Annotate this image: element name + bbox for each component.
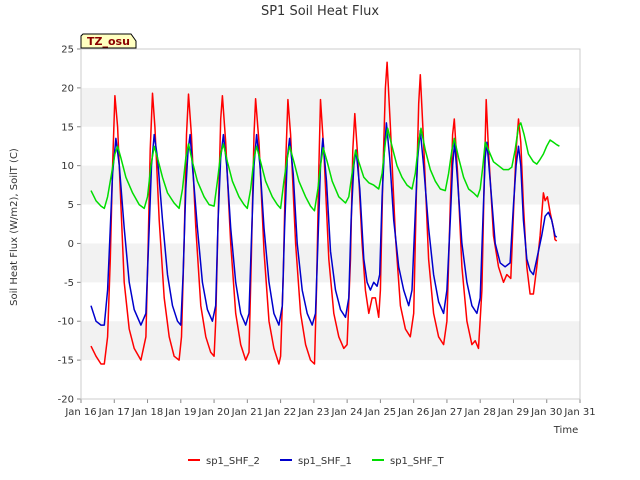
x-tick-label: Jan 20	[197, 407, 229, 418]
y-tick-label: 10	[61, 161, 74, 172]
x-tick-label: Jan 29	[497, 407, 529, 418]
y-tick-label: -5	[64, 278, 74, 289]
x-tick-label: Jan 22	[264, 407, 296, 418]
series-lines	[90, 61, 560, 365]
chart-title: SP1 Soil Heat Flux	[261, 4, 379, 19]
y-tick-label: 25	[61, 45, 74, 56]
x-tick-label: Jan 24	[330, 407, 362, 418]
y-tick-label: -15	[58, 356, 74, 367]
x-tick-label: Jan 28	[464, 407, 496, 418]
x-tick-label: Jan 23	[297, 407, 329, 418]
y-tick-label: 15	[61, 122, 74, 133]
x-tick-label: Jan 16	[64, 407, 96, 418]
series-line-sp1-SHF-T	[90, 122, 560, 212]
x-tick-label: Jan 17	[98, 407, 130, 418]
x-tick-label: Jan 18	[131, 407, 163, 418]
x-tick-label: Jan 21	[231, 407, 263, 418]
y-tick-label: -20	[58, 395, 74, 406]
grid-band	[81, 87, 580, 127]
x-axis-label: Time	[553, 425, 578, 436]
x-tick-label: Jan 26	[397, 407, 429, 418]
grid-band	[81, 165, 580, 205]
y-tick-label: -10	[58, 317, 74, 328]
x-tick-label: Jan 30	[530, 407, 562, 418]
y-tick-label: 5	[68, 200, 74, 211]
legend-label-sp1-SHF-2: sp1_SHF_2	[206, 456, 260, 467]
y-tick-label: 0	[68, 239, 74, 250]
x-tick-label: Jan 27	[430, 407, 462, 418]
x-tick-label: Jan 19	[164, 407, 196, 418]
tz-badge: TZ_osu	[80, 33, 137, 49]
y-axis-label: Soil Heat Flux (W/m2), SoilT (C)	[9, 148, 20, 306]
grid-band	[81, 321, 580, 361]
y-tick-label: 20	[61, 83, 74, 94]
legend-label-sp1-SHF-1: sp1_SHF_1	[298, 456, 352, 467]
tz-badge-label: TZ_osu	[87, 35, 130, 48]
plot-border	[80, 48, 581, 400]
x-axis-ticks: Jan 16 Jan 17 Jan 18 Jan 19 Jan 20 Jan 21 Jan …	[64, 399, 596, 418]
legend: sp1_SHF_2 sp1_SHF_1 sp1_SHF_T	[188, 456, 445, 467]
x-tick-label: Jan 25	[364, 407, 396, 418]
y-axis-ticks: -20 -15 -10 -5 0 5 10 15 20 25	[58, 45, 81, 406]
series-line-sp1-SHF-2	[90, 61, 558, 365]
legend-label-sp1-SHF-T: sp1_SHF_T	[390, 456, 445, 467]
x-tick-label: Jan 31	[563, 407, 595, 418]
series-line-sp1-SHF-1	[90, 122, 558, 326]
